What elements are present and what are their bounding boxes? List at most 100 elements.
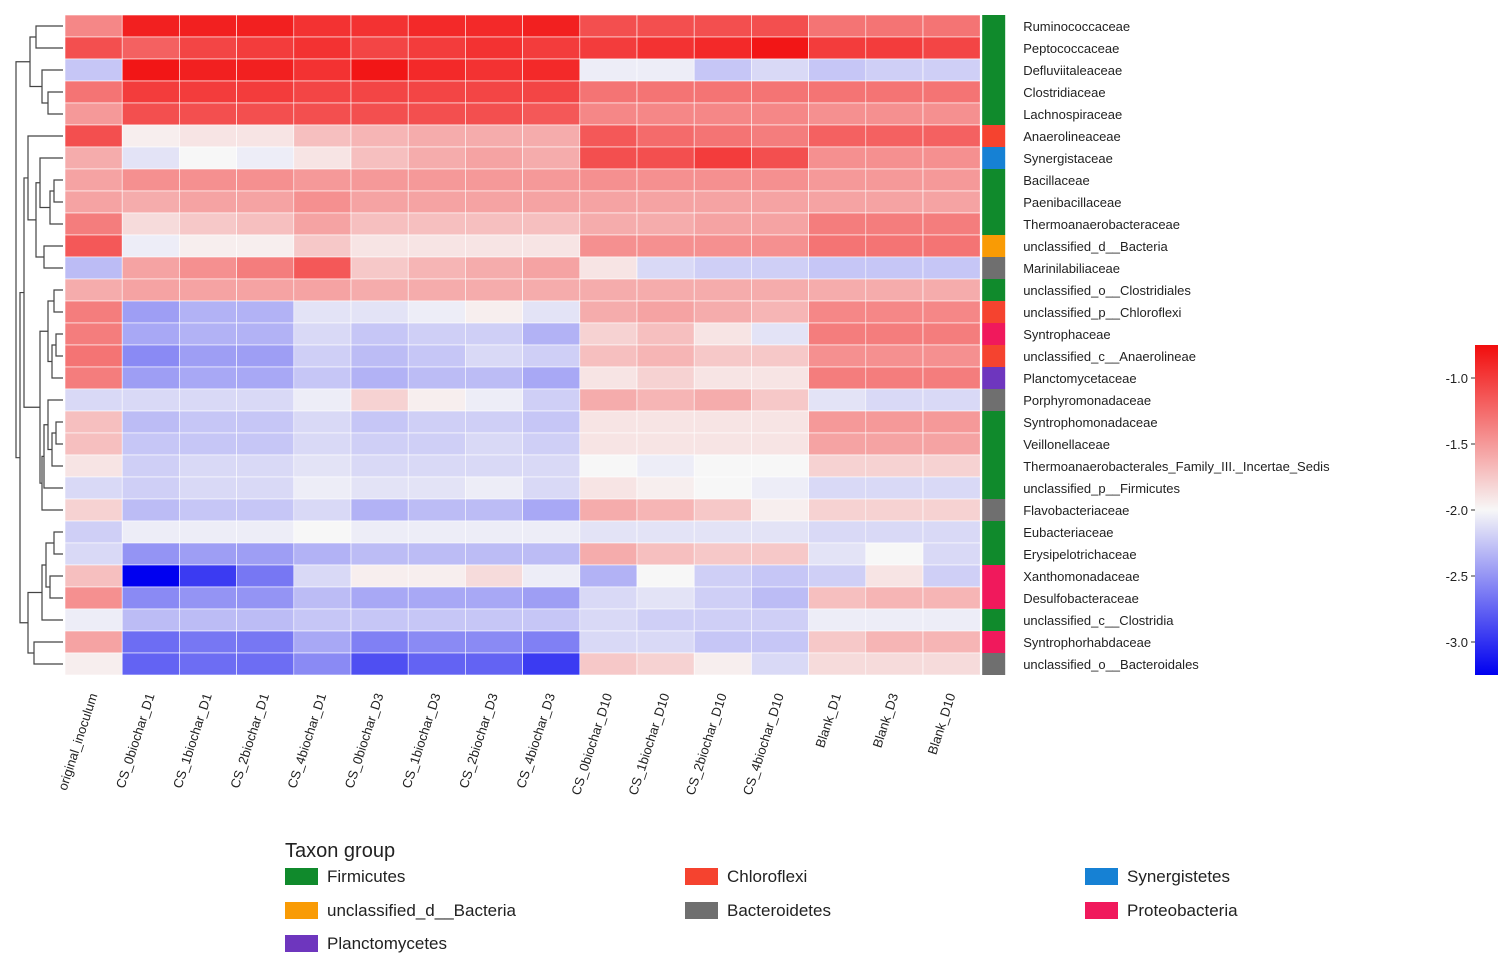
heatmap-cell [293, 608, 352, 632]
heatmap-cell [179, 322, 237, 346]
heatmap-cell [922, 344, 981, 368]
heatmap-cell [865, 212, 924, 236]
heatmap-cell [522, 344, 581, 368]
dendrogram-branch [41, 69, 63, 104]
heatmap-cell [179, 278, 237, 302]
heatmap-cell [865, 498, 924, 522]
taxon-group-cell [982, 609, 1006, 631]
heatmap-cell [922, 124, 981, 148]
heatmap-cell [465, 476, 523, 500]
heatmap-cell [922, 190, 981, 214]
heatmap-cell [579, 388, 638, 412]
heatmap-cell [922, 608, 981, 632]
heatmap-cell [751, 410, 809, 434]
heatmap-cell [922, 410, 981, 434]
heatmap-cell [350, 102, 409, 126]
column-labels: original_inoculum CS_0biochar_D1 CS_1bioch… [55, 691, 959, 797]
heatmap-cell [121, 410, 180, 434]
heatmap-cell [64, 58, 123, 82]
taxon-group-cell [982, 147, 1006, 169]
taxon-group-cell [982, 301, 1006, 323]
heatmap-cell [407, 410, 466, 434]
heatmap-cell [121, 630, 180, 654]
heatmap-cell [236, 102, 295, 126]
heatmap-cell [693, 454, 752, 478]
heatmap-cell [407, 630, 466, 654]
heatmap-cell [350, 278, 409, 302]
dendrogram-branch [33, 641, 63, 665]
heatmap-cell [751, 190, 809, 214]
heatmap-cell [751, 36, 809, 60]
heatmap-cell [121, 14, 180, 38]
heatmap-cell [693, 564, 752, 588]
heatmap-cell [465, 410, 523, 434]
heatmap-cell [236, 410, 295, 434]
heatmap-cell [865, 542, 924, 566]
heatmap-cell [808, 388, 867, 412]
heatmap-cell [693, 58, 752, 82]
heatmap-cell [179, 14, 237, 38]
heatmap-cell [636, 652, 695, 676]
heatmap-cell [636, 564, 695, 588]
heatmap-cell [808, 212, 867, 236]
taxon-group-cell [982, 37, 1006, 59]
heatmap-cell [350, 564, 409, 588]
heatmap-cell [693, 102, 752, 126]
heatmap-cell [865, 278, 924, 302]
heatmap-cell [465, 322, 523, 346]
dendrogram-branch [49, 190, 63, 225]
heatmap-cell [179, 366, 237, 390]
heatmap-cell [579, 630, 638, 654]
heatmap-cell [121, 102, 180, 126]
heatmap-cell [350, 498, 409, 522]
heatmap-cell [522, 190, 581, 214]
heatmap-cell [522, 58, 581, 82]
heatmap-cell [350, 14, 409, 38]
dendrogram-branch [51, 432, 63, 467]
heatmap-cell [293, 322, 352, 346]
heatmap-cell [922, 36, 981, 60]
heatmap-cell [465, 300, 523, 324]
heatmap-cell [922, 542, 981, 566]
heatmap-cell [465, 366, 523, 390]
heatmap-cell [64, 498, 123, 522]
heatmap-cell [693, 586, 752, 610]
heatmap-cell [179, 102, 237, 126]
heatmap-cell [579, 256, 638, 280]
heatmap-cell [522, 212, 581, 236]
heatmap-cell [579, 542, 638, 566]
heatmap-cell [808, 586, 867, 610]
row-label: Flavobacteriaceae [1023, 503, 1129, 518]
heatmap-cell [808, 410, 867, 434]
heatmap-cell [579, 190, 638, 214]
heatmap-cell [693, 498, 752, 522]
heatmap-cell [579, 36, 638, 60]
color-scale-tick-label: -2.0 [1446, 503, 1468, 518]
heatmap-cell [751, 102, 809, 126]
taxon-group-cell [982, 653, 1006, 675]
heatmap-cell [522, 586, 581, 610]
column-label: CS_0biochar_D1 [113, 691, 158, 790]
heatmap-cell [865, 102, 924, 126]
heatmap-cell [636, 366, 695, 390]
taxon-group-cell [982, 521, 1006, 543]
heatmap-cell [865, 410, 924, 434]
heatmap-cell [922, 80, 981, 104]
heatmap-cell [236, 322, 295, 346]
heatmap-cell [407, 146, 466, 170]
heatmap-cell [636, 388, 695, 412]
heatmap-cell [865, 58, 924, 82]
heatmap-cell [407, 58, 466, 82]
heatmap-cell [751, 300, 809, 324]
heatmap-cell [579, 212, 638, 236]
heatmap-cell [636, 124, 695, 148]
heatmap-cell [407, 256, 466, 280]
heatmap-cell [808, 630, 867, 654]
heatmap-cell [236, 146, 295, 170]
heatmap-cell [808, 190, 867, 214]
taxon-group-cell [982, 543, 1006, 565]
legend-swatch [685, 902, 718, 919]
heatmap-cell [407, 542, 466, 566]
heatmap-cell [293, 80, 352, 104]
column-label: CS_4biochar_D10 [740, 691, 787, 797]
